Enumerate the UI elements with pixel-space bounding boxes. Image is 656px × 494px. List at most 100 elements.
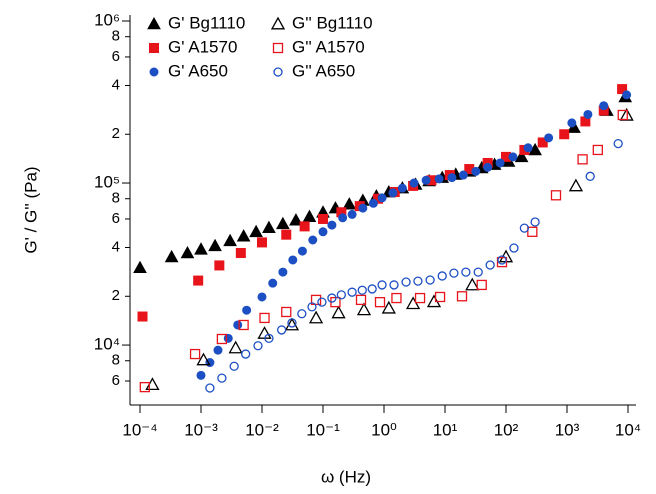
point xyxy=(259,312,270,324)
point xyxy=(241,349,251,359)
point xyxy=(537,137,548,148)
point xyxy=(256,237,267,248)
point xyxy=(262,220,276,234)
point xyxy=(559,129,570,140)
point xyxy=(617,84,628,95)
point xyxy=(276,216,290,230)
x-tick-label: 10⁻¹ xyxy=(306,420,340,439)
point xyxy=(257,292,267,302)
point xyxy=(471,166,481,176)
point xyxy=(519,223,530,233)
point xyxy=(356,302,372,316)
point xyxy=(599,101,609,111)
point xyxy=(483,162,493,172)
x-tick-label: 10⁻² xyxy=(245,420,279,439)
point xyxy=(180,245,195,259)
point xyxy=(327,220,337,230)
point xyxy=(133,260,147,274)
point xyxy=(213,345,223,355)
point xyxy=(189,348,201,360)
point xyxy=(449,268,459,278)
legend-label: G' Bg1110 xyxy=(168,13,245,32)
point xyxy=(388,188,398,198)
y-tick-label: 6 xyxy=(112,372,120,389)
point xyxy=(617,109,628,121)
point xyxy=(307,302,317,312)
point xyxy=(289,213,303,226)
point xyxy=(342,197,357,210)
point xyxy=(264,333,274,343)
point xyxy=(208,238,222,252)
point xyxy=(577,154,588,165)
point xyxy=(374,296,386,308)
point xyxy=(476,279,487,291)
legend-label: G' A1570 xyxy=(168,37,237,56)
point xyxy=(193,275,204,286)
point xyxy=(235,247,246,258)
legend-marker xyxy=(149,67,159,77)
legend-label: G'' Bg1110 xyxy=(292,13,373,32)
point xyxy=(592,144,603,156)
point xyxy=(194,242,208,255)
point xyxy=(368,198,378,208)
y-axis-label: G' / G'' (Pa) xyxy=(21,166,40,253)
y-tick-label: 8 xyxy=(112,190,120,207)
y-tick-label: 8 xyxy=(112,352,120,369)
point xyxy=(302,209,317,222)
legend-marker xyxy=(147,16,161,30)
point xyxy=(268,278,278,288)
point xyxy=(276,325,287,335)
point xyxy=(308,235,318,245)
point xyxy=(409,178,419,188)
point xyxy=(413,276,423,286)
point xyxy=(196,370,206,380)
point xyxy=(367,284,377,294)
legend-marker xyxy=(273,67,283,77)
point xyxy=(347,287,357,297)
point xyxy=(508,152,518,162)
point xyxy=(228,340,243,354)
point xyxy=(496,256,508,268)
x-tick-label: 10⁻³ xyxy=(184,420,218,439)
point xyxy=(336,290,347,300)
point xyxy=(310,294,322,306)
legend-marker xyxy=(270,16,286,30)
y-tick-label: 6 xyxy=(112,48,120,65)
point xyxy=(550,190,562,201)
point xyxy=(287,318,297,328)
point xyxy=(217,373,227,383)
point xyxy=(509,243,519,253)
point xyxy=(377,193,387,203)
point xyxy=(461,267,471,277)
x-tick-label: 10⁰ xyxy=(371,420,397,439)
point xyxy=(458,170,468,180)
x-tick-label: 10¹ xyxy=(433,420,458,439)
point xyxy=(568,178,584,192)
point xyxy=(281,306,292,318)
point xyxy=(497,255,507,265)
point xyxy=(567,118,577,128)
point xyxy=(317,297,327,307)
point xyxy=(236,229,251,242)
y-tick-label: 2 xyxy=(112,287,120,304)
point xyxy=(216,333,228,345)
point xyxy=(288,255,298,265)
point xyxy=(397,183,407,193)
legend-marker xyxy=(272,42,284,54)
point xyxy=(389,280,399,290)
y-tick-label: 2 xyxy=(112,125,120,142)
point xyxy=(331,305,346,319)
point xyxy=(434,174,444,184)
point xyxy=(347,209,357,219)
point xyxy=(613,138,623,149)
point xyxy=(544,133,554,143)
point xyxy=(447,173,457,183)
point xyxy=(238,319,249,331)
x-axis-label: ω (Hz) xyxy=(321,467,371,486)
point xyxy=(338,213,348,223)
point xyxy=(414,292,426,304)
point xyxy=(253,341,263,351)
point xyxy=(327,293,337,303)
point xyxy=(233,320,243,330)
